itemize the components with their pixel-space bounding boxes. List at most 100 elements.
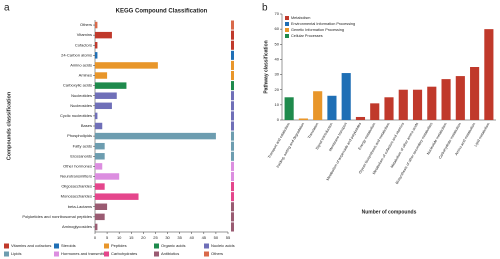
y-tick-label: 50	[275, 41, 280, 46]
y-tick-label: 40	[275, 56, 280, 61]
legend-label: Organic acids	[161, 243, 185, 248]
x-tick-label: 25	[153, 235, 158, 240]
group-strip	[231, 182, 234, 192]
bar	[298, 118, 308, 120]
group-strip	[231, 222, 234, 232]
group-strip	[231, 30, 234, 40]
y-tick-label: Other hormones	[63, 163, 92, 168]
legend-label: Steroids	[61, 243, 76, 248]
group-strip	[231, 50, 234, 60]
group-strip	[231, 161, 234, 171]
legend-swatch	[154, 251, 159, 257]
bar	[95, 132, 216, 140]
x-tick-label: 10	[117, 235, 122, 240]
group-strip	[231, 91, 234, 101]
x-tick-label: 55	[226, 235, 231, 240]
legend-label: Environmental Information Processing	[291, 22, 355, 26]
y-tick-label: 0	[277, 117, 280, 122]
group-strip	[231, 20, 234, 30]
legend-swatch	[285, 28, 289, 32]
y-tick-label: Fatty acids	[73, 143, 92, 148]
group-strip	[231, 101, 234, 111]
group-strip	[231, 171, 234, 182]
x-tick-label: 15	[129, 235, 134, 240]
y-tick-label: 60	[275, 26, 280, 31]
bar	[284, 97, 294, 120]
y-tick-label: beta-Lactams	[68, 204, 92, 209]
bar	[95, 62, 158, 69]
legend-swatch	[285, 34, 289, 38]
y-tick-label: Nucleosides	[70, 103, 92, 108]
legend-swatch	[4, 251, 9, 257]
legend-swatch	[285, 16, 289, 20]
group-strip	[231, 40, 234, 50]
y-tick-label: 10	[275, 102, 280, 107]
bar	[95, 92, 117, 99]
group-strip	[231, 192, 234, 202]
y-tick-label: 20	[275, 87, 280, 92]
group-strip	[231, 131, 234, 141]
legend-swatch	[104, 251, 109, 257]
bar	[95, 72, 108, 79]
legend-label: Cellular Processes	[291, 34, 323, 38]
legend-label: Antibiotics	[161, 251, 179, 256]
bar	[95, 223, 98, 231]
group-strip	[231, 111, 234, 121]
y-tick-label: Cofactors	[75, 42, 92, 47]
y-tick-label: Oligosaccharides	[61, 184, 92, 189]
chart-title: KEGG Compound Classification	[116, 9, 208, 15]
legend-swatch	[204, 243, 209, 249]
group-strip	[231, 70, 234, 81]
panel-label: b	[262, 3, 268, 14]
bar	[341, 73, 351, 120]
y-tick-label: Polyketides and nonribosomal peptides	[22, 214, 92, 219]
legend-label: Nucleic acids	[211, 243, 235, 248]
bar	[412, 89, 423, 120]
bar	[95, 203, 108, 210]
y-tick-label: Nucleotides	[71, 93, 92, 98]
y-tick-label: Amines	[79, 73, 92, 78]
x-tick-label: 5	[106, 235, 109, 240]
y-tick-label: Neurotransmitters	[60, 174, 92, 179]
legend-label: Carbohydrates	[111, 251, 137, 256]
bar	[95, 173, 120, 180]
group-strip	[231, 121, 234, 131]
y-tick-label: Carboxylic acids	[63, 83, 92, 88]
legend-swatch	[4, 243, 9, 249]
bar	[327, 95, 337, 120]
bar	[95, 31, 112, 39]
x-tick-label: 45	[202, 235, 207, 240]
bar	[355, 116, 366, 120]
y-tick-label: Eicosanoids	[70, 153, 92, 158]
y-tick-label: Phospholipids	[67, 133, 92, 138]
x-tick-label: 50	[214, 235, 219, 240]
x-tick-label: 40	[190, 235, 195, 240]
y-tick-label: Aminoglycosides	[62, 224, 92, 229]
bar	[370, 103, 380, 120]
y-tick-label: Vitamins	[77, 32, 92, 37]
bar	[398, 89, 408, 120]
y-tick-label: 24-Carbon atoms	[61, 52, 92, 57]
group-strip	[231, 141, 234, 151]
legend-swatch	[154, 243, 159, 249]
x-tick-label: 20	[141, 235, 146, 240]
bar	[441, 79, 451, 120]
group-strip	[231, 151, 234, 161]
group-strip	[231, 60, 234, 70]
legend-label: Peptides	[111, 243, 127, 248]
bar	[384, 97, 394, 120]
group-strip	[231, 202, 234, 212]
legend-label: Genetic Information Processing	[291, 28, 344, 32]
bar	[95, 193, 139, 200]
bar	[313, 91, 323, 120]
legend-label: Hormones and transmitters	[61, 251, 109, 256]
x-tick-label: 30	[165, 235, 170, 240]
y-tick-label: Bases	[81, 123, 92, 128]
legend-swatch	[204, 251, 209, 257]
x-tick-label: Metabolism of other amino acids	[390, 122, 419, 169]
legend-swatch	[285, 22, 289, 26]
group-strip	[231, 81, 234, 91]
x-tick-label: Lipid metabolism	[474, 122, 491, 147]
bar	[455, 76, 465, 120]
